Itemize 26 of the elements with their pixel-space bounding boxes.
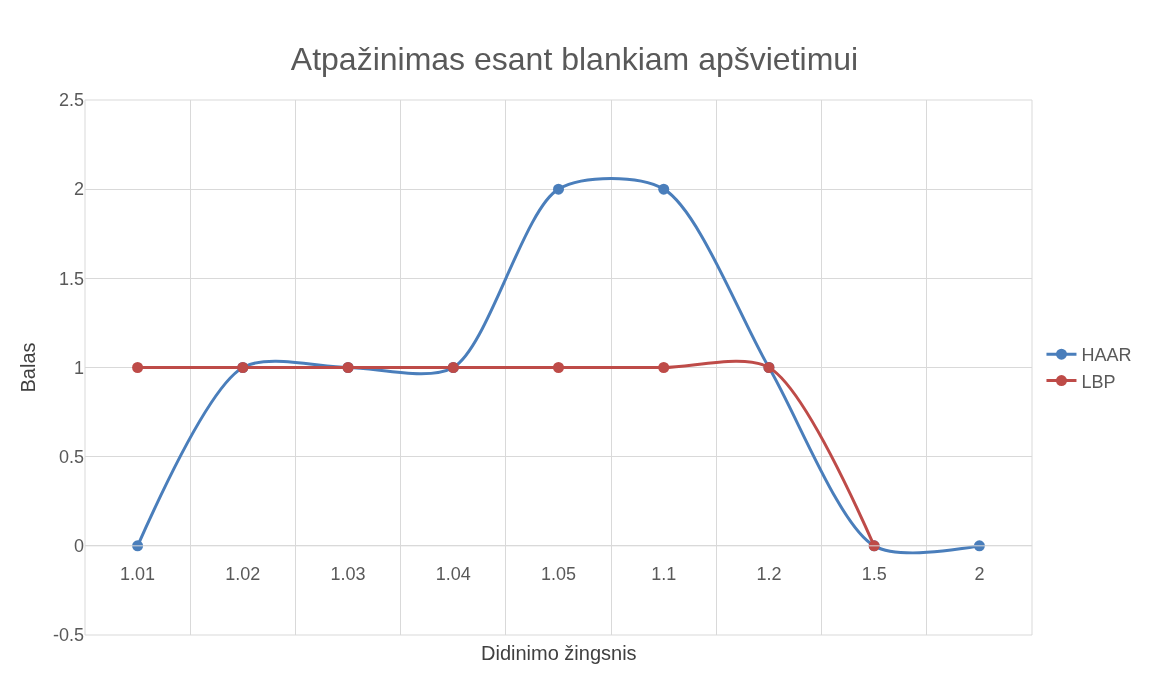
x-tick-label: 1.1 bbox=[651, 564, 677, 584]
x-tick-label: 1.04 bbox=[435, 564, 471, 584]
x-tick-label: 2 bbox=[974, 564, 985, 584]
point bbox=[658, 362, 670, 373]
point bbox=[553, 362, 564, 373]
y-tick-label: 1 bbox=[73, 357, 84, 378]
point bbox=[132, 362, 144, 373]
y-axis-title: Balas bbox=[17, 342, 39, 393]
x-tick-label: 1.05 bbox=[540, 564, 577, 584]
y-tick-label: 2.5 bbox=[58, 90, 84, 111]
x-axis-title: Didinimo žingsnis bbox=[481, 642, 637, 664]
y-tick-label: 1.5 bbox=[58, 268, 84, 289]
y-tick-label: 2 bbox=[73, 179, 84, 200]
x-tick-label: 1.02 bbox=[225, 564, 261, 584]
x-tick-label: 1.2 bbox=[756, 564, 782, 584]
y-tick-label: 0.5 bbox=[58, 446, 84, 467]
chart-title: Atpažinimas esant blankiam apšvietimui bbox=[290, 40, 859, 77]
x-tick-label: 1.5 bbox=[861, 564, 887, 584]
point bbox=[658, 183, 670, 195]
y-tick-label: 0 bbox=[73, 536, 84, 557]
x-tick-label: 1.03 bbox=[330, 564, 366, 584]
legend-label: LBP bbox=[1081, 371, 1116, 392]
y-tick-label: -0.5 bbox=[52, 625, 84, 646]
point bbox=[553, 183, 564, 195]
legend-label: HAAR bbox=[1081, 345, 1132, 366]
x-tick-label: 1.01 bbox=[120, 564, 156, 584]
